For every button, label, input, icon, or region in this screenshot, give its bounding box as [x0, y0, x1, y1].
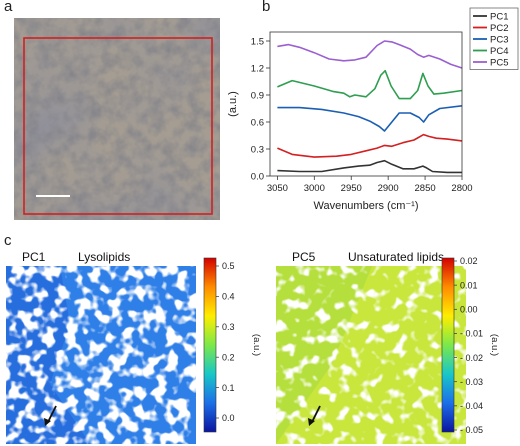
colorbar-tick-label: 0.00 — [460, 304, 478, 314]
x-tick-label: 2850 — [415, 183, 436, 194]
colorbar-label: (a.u.) — [251, 334, 262, 356]
x-tick-label: 2800 — [451, 183, 472, 194]
legend-label-pc3: PC3 — [490, 34, 508, 45]
map-title: Unsaturated lipids — [348, 250, 444, 264]
tissue-micrograph — [14, 18, 220, 220]
map-component-label: PC5 — [292, 250, 316, 264]
map-image — [276, 266, 466, 444]
colorbar-label: (a.u.) — [489, 334, 500, 356]
arrow-annotation — [47, 405, 57, 423]
y-tick-label: 1.5 — [251, 36, 264, 47]
chart-plot-area — [277, 40, 463, 174]
series-line-pc3 — [277, 105, 463, 132]
y-tick-label: 0.9 — [251, 90, 264, 101]
colorbar-tick-label: 0.3 — [222, 322, 235, 332]
colorbar — [203, 257, 217, 433]
colorbar-tick-label: 0.01 — [460, 280, 478, 290]
y-tick-label: 0.3 — [251, 144, 264, 155]
y-tick-label: 0.6 — [251, 117, 264, 128]
colorbar-tick-label: - 0.01 — [460, 329, 483, 339]
colorbar-tick-label: 0.1 — [222, 383, 235, 393]
y-tick-label: 1.2 — [251, 63, 264, 74]
colorbar-tick-label: 0.2 — [222, 352, 235, 362]
plot-frame — [269, 31, 463, 177]
micrograph-texture — [14, 18, 220, 220]
arrow-annotation — [311, 405, 321, 423]
arrow-head-icon — [308, 418, 315, 426]
panel-label-c: c — [4, 232, 12, 249]
map-component-label: PC1 — [22, 250, 46, 264]
legend-label-pc2: PC2 — [490, 23, 508, 34]
legend-label-pc5: PC5 — [490, 57, 508, 68]
maps-row: PC1 Lysolipids 0.5 0.4 0.3 0.2 0.1 0.0 (a.u.) PC… — [0, 244, 520, 446]
colorbar-tick-label: 0.4 — [222, 292, 235, 302]
legend-label-pc4: PC4 — [490, 46, 508, 57]
x-tick-label: 3050 — [267, 183, 288, 194]
panel-label-a: a — [4, 0, 13, 15]
panel-label-b: b — [262, 0, 271, 15]
pc5-map-panel: PC5 Unsaturated lipids 0.02 0.01 0.00 - 0.01 -… — [276, 250, 500, 444]
series-line-pc4 — [277, 69, 463, 100]
chart-axes: 3050 3000 2950 2900 2850 2800 0.0 0.3 0.6 0.9 1.2 1… — [227, 31, 473, 212]
series-line-pc5 — [277, 40, 463, 69]
map-image — [6, 266, 196, 444]
legend-label-pc1: PC1 — [490, 11, 508, 22]
series-line-pc2 — [277, 133, 463, 158]
map-background-gaps — [6, 266, 196, 444]
map-background-gaps — [276, 266, 466, 444]
colorbar-tick-label: 0.5 — [222, 261, 235, 271]
map-title: Lysolipids — [78, 250, 130, 264]
colorbar — [441, 257, 455, 433]
roi-box — [23, 37, 213, 215]
y-axis-label: (a.u.) — [227, 91, 239, 117]
arrow-head-icon — [44, 418, 51, 426]
series-line-pc1 — [277, 159, 462, 174]
x-tick-label: 3000 — [304, 183, 325, 194]
y-tick-label: 0.0 — [251, 171, 264, 182]
colorbar-tick-label: - 0.03 — [460, 377, 483, 387]
colorbar-tick-label: 0.0 — [222, 413, 235, 423]
colorbar-tick-label: - 0.02 — [460, 353, 483, 363]
pc1-map-panel: PC1 Lysolipids 0.5 0.4 0.3 0.2 0.1 0.0 (a.u.) — [6, 250, 262, 444]
colorbar-tick-label: - 0.04 — [460, 401, 483, 411]
x-axis-label: Wavenumbers (cm⁻¹) — [313, 200, 418, 212]
x-tick-label: 2900 — [378, 183, 399, 194]
colorbar-tick-label: - 0.05 — [460, 425, 483, 435]
colorbar-tick-label: 0.02 — [460, 256, 478, 266]
spectra-chart: 3050 3000 2950 2900 2850 2800 0.0 0.3 0.6 0.9 1.2 1… — [227, 7, 519, 212]
x-tick-label: 2950 — [341, 183, 362, 194]
